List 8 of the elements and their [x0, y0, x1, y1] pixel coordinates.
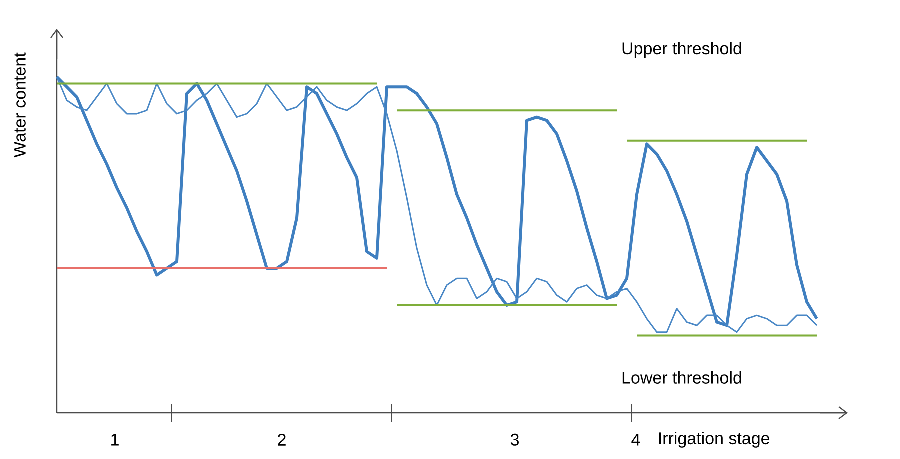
text: Upper threshold — [622, 42, 742, 58]
text: 4 — [632, 434, 640, 446]
annotation: Lower threshold — [622, 371, 742, 384]
text: 1 — [112, 434, 119, 446]
text: 2 — [278, 434, 286, 446]
text: 3 — [510, 434, 519, 446]
y-axis-title: Water content — [14, 52, 26, 158]
x-axis-title: Irrigation stage — [659, 432, 770, 448]
